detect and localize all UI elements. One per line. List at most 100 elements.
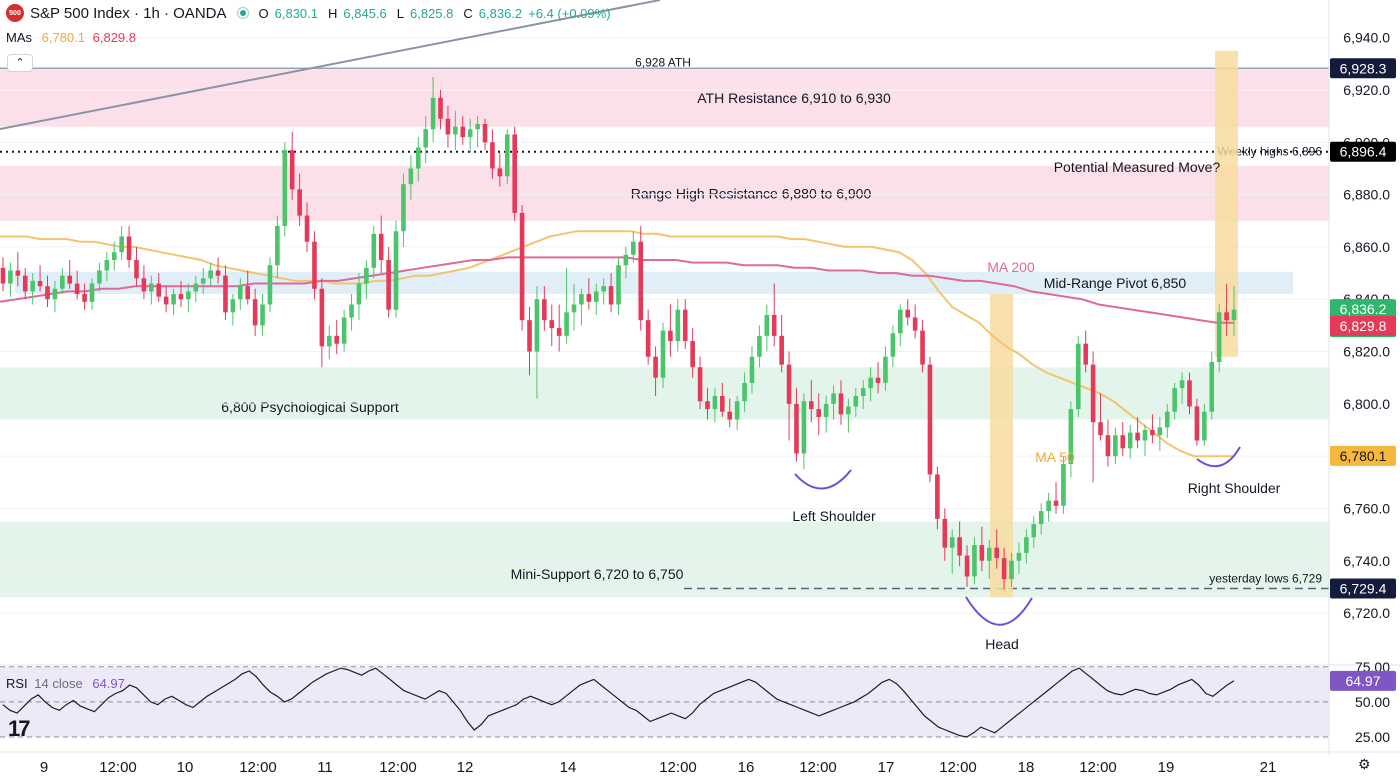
candle[interactable] xyxy=(67,260,73,289)
candle[interactable] xyxy=(972,537,977,585)
candle[interactable] xyxy=(801,393,807,470)
candle[interactable] xyxy=(1194,398,1200,446)
price-axis[interactable]: 6,720.06,740.06,760.06,780.06,800.06,820… xyxy=(1328,0,1390,755)
candle[interactable] xyxy=(816,393,822,436)
candle[interactable] xyxy=(1046,492,1051,522)
candle[interactable] xyxy=(1157,416,1163,451)
candle[interactable] xyxy=(1083,330,1088,373)
candle[interactable] xyxy=(1009,552,1014,587)
candle[interactable] xyxy=(467,118,473,153)
candle[interactable] xyxy=(415,137,421,182)
candle[interactable] xyxy=(579,288,584,326)
candles-layer[interactable] xyxy=(0,76,1237,590)
candle[interactable] xyxy=(504,129,510,185)
candle[interactable] xyxy=(734,396,740,430)
candle[interactable] xyxy=(660,322,666,389)
candle[interactable] xyxy=(831,385,836,420)
candle[interactable] xyxy=(371,226,377,279)
candle[interactable] xyxy=(860,380,866,410)
candle[interactable] xyxy=(193,275,199,302)
candle[interactable] xyxy=(393,220,399,318)
settings-icon[interactable]: ⚙ xyxy=(1358,756,1371,772)
candle[interactable] xyxy=(453,110,458,151)
candle[interactable] xyxy=(149,275,154,305)
candle[interactable] xyxy=(927,356,933,483)
candle[interactable] xyxy=(690,328,695,378)
candle[interactable] xyxy=(794,388,799,462)
ma-legend[interactable]: MAs 6,780.1 6,829.8 xyxy=(6,30,136,45)
candle[interactable] xyxy=(245,270,251,305)
candle[interactable] xyxy=(497,152,503,187)
candle[interactable] xyxy=(653,346,658,396)
candle[interactable] xyxy=(675,299,681,352)
candle[interactable] xyxy=(905,299,911,326)
candle[interactable] xyxy=(1090,351,1096,483)
candle[interactable] xyxy=(549,304,555,347)
candle[interactable] xyxy=(208,262,213,287)
candle[interactable] xyxy=(890,325,896,368)
candle[interactable] xyxy=(297,173,302,226)
candle[interactable] xyxy=(1150,414,1155,444)
candle[interactable] xyxy=(749,346,755,394)
candle[interactable] xyxy=(727,398,733,428)
candle[interactable] xyxy=(74,270,80,300)
candle[interactable] xyxy=(475,116,480,148)
candle[interactable] xyxy=(1172,382,1177,420)
candle[interactable] xyxy=(883,346,888,391)
candle[interactable] xyxy=(912,304,918,339)
candle[interactable] xyxy=(920,320,925,373)
candle[interactable] xyxy=(868,367,873,402)
candle[interactable] xyxy=(275,215,280,279)
candle[interactable] xyxy=(1120,422,1126,457)
candle[interactable] xyxy=(1231,286,1237,336)
candle[interactable] xyxy=(423,116,428,164)
candle[interactable] xyxy=(282,142,288,237)
candle[interactable] xyxy=(89,278,95,310)
candle[interactable] xyxy=(631,231,636,263)
candle[interactable] xyxy=(1016,542,1022,574)
candle[interactable] xyxy=(682,299,688,349)
candle[interactable] xyxy=(438,90,443,130)
candle[interactable] xyxy=(556,304,562,352)
candle[interactable] xyxy=(986,539,992,580)
candle[interactable] xyxy=(312,231,317,300)
candle[interactable] xyxy=(326,325,332,360)
candle[interactable] xyxy=(979,526,985,572)
candle[interactable] xyxy=(994,529,999,569)
candle[interactable] xyxy=(764,304,770,352)
candle[interactable] xyxy=(8,262,13,297)
candle[interactable] xyxy=(223,265,228,321)
candle[interactable] xyxy=(386,246,391,318)
candle[interactable] xyxy=(786,351,792,441)
candle[interactable] xyxy=(1105,419,1111,467)
candle[interactable] xyxy=(645,309,651,365)
candle[interactable] xyxy=(1113,427,1118,464)
rsi-line[interactable] xyxy=(2,667,1235,738)
candle[interactable] xyxy=(119,226,124,260)
candle[interactable] xyxy=(1031,516,1037,548)
candle[interactable] xyxy=(141,265,147,300)
candle[interactable] xyxy=(1098,393,1103,441)
candle[interactable] xyxy=(260,294,265,336)
trendline[interactable] xyxy=(0,0,661,130)
candle[interactable] xyxy=(697,356,703,410)
candle[interactable] xyxy=(238,278,243,310)
candle[interactable] xyxy=(134,246,139,287)
rsi-pane[interactable] xyxy=(0,664,1400,738)
candle[interactable] xyxy=(215,257,221,284)
collapse-legend-button[interactable]: ⌃ xyxy=(7,54,33,72)
candle[interactable] xyxy=(638,226,644,331)
time-axis[interactable]: 9 12:00 10 12:00 11 12:00 12 14 12:00 16 12:00 17 12… xyxy=(0,751,1400,776)
candle[interactable] xyxy=(964,545,970,587)
candle[interactable] xyxy=(1068,401,1074,478)
candle[interactable] xyxy=(1209,351,1215,420)
candle[interactable] xyxy=(230,294,236,326)
candle[interactable] xyxy=(186,283,191,313)
candle[interactable] xyxy=(156,273,162,302)
candle[interactable] xyxy=(364,260,369,300)
candle[interactable] xyxy=(349,294,354,331)
candle[interactable] xyxy=(1038,503,1044,535)
candle[interactable] xyxy=(401,173,406,247)
tradingview-logo[interactable]: 17 xyxy=(8,716,31,741)
